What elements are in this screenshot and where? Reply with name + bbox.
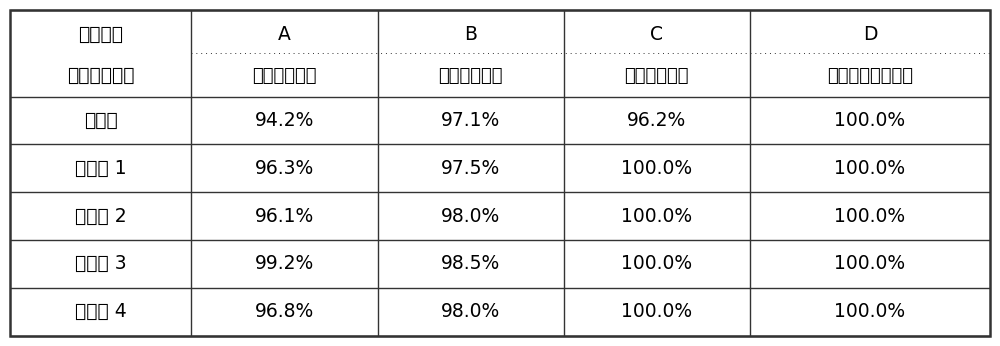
- Text: 实施例 4: 实施例 4: [75, 302, 127, 321]
- Text: 98.0%: 98.0%: [441, 302, 500, 321]
- Text: 夹杂类别: 夹杂类别: [78, 25, 123, 44]
- Text: 98.0%: 98.0%: [441, 207, 500, 226]
- Text: 100.0%: 100.0%: [834, 254, 906, 273]
- Text: 实施例 2: 实施例 2: [75, 207, 126, 226]
- Text: （氧化铝类）: （氧化铝类）: [438, 67, 503, 85]
- Text: （硫化物类）: （硫化物类）: [252, 67, 317, 85]
- Text: 98.5%: 98.5%: [441, 254, 500, 273]
- Text: 100.0%: 100.0%: [621, 302, 692, 321]
- Text: 97.1%: 97.1%: [441, 111, 500, 130]
- Text: 100.0%: 100.0%: [621, 207, 692, 226]
- Text: 96.3%: 96.3%: [255, 159, 314, 178]
- Text: 实施例 3: 实施例 3: [75, 254, 126, 273]
- Text: （合格比例）: （合格比例）: [67, 66, 134, 85]
- Text: 100.0%: 100.0%: [834, 111, 906, 130]
- Text: 100.0%: 100.0%: [621, 254, 692, 273]
- Text: 96.8%: 96.8%: [255, 302, 314, 321]
- Text: 99.2%: 99.2%: [255, 254, 314, 273]
- Text: D: D: [863, 25, 877, 44]
- Text: 实施例 1: 实施例 1: [75, 159, 126, 178]
- Text: 100.0%: 100.0%: [834, 159, 906, 178]
- Text: A: A: [278, 25, 291, 44]
- Text: 96.1%: 96.1%: [255, 207, 314, 226]
- Text: 96.2%: 96.2%: [627, 111, 686, 130]
- Text: （球状氧化物类）: （球状氧化物类）: [827, 67, 913, 85]
- Text: 对照组: 对照组: [84, 111, 118, 130]
- Text: （硅酸盐类）: （硅酸盐类）: [625, 67, 689, 85]
- Text: C: C: [650, 25, 663, 44]
- Text: 100.0%: 100.0%: [834, 302, 906, 321]
- Text: 94.2%: 94.2%: [255, 111, 314, 130]
- Text: B: B: [464, 25, 477, 44]
- Text: 100.0%: 100.0%: [834, 207, 906, 226]
- Text: 97.5%: 97.5%: [441, 159, 500, 178]
- Text: 100.0%: 100.0%: [621, 159, 692, 178]
